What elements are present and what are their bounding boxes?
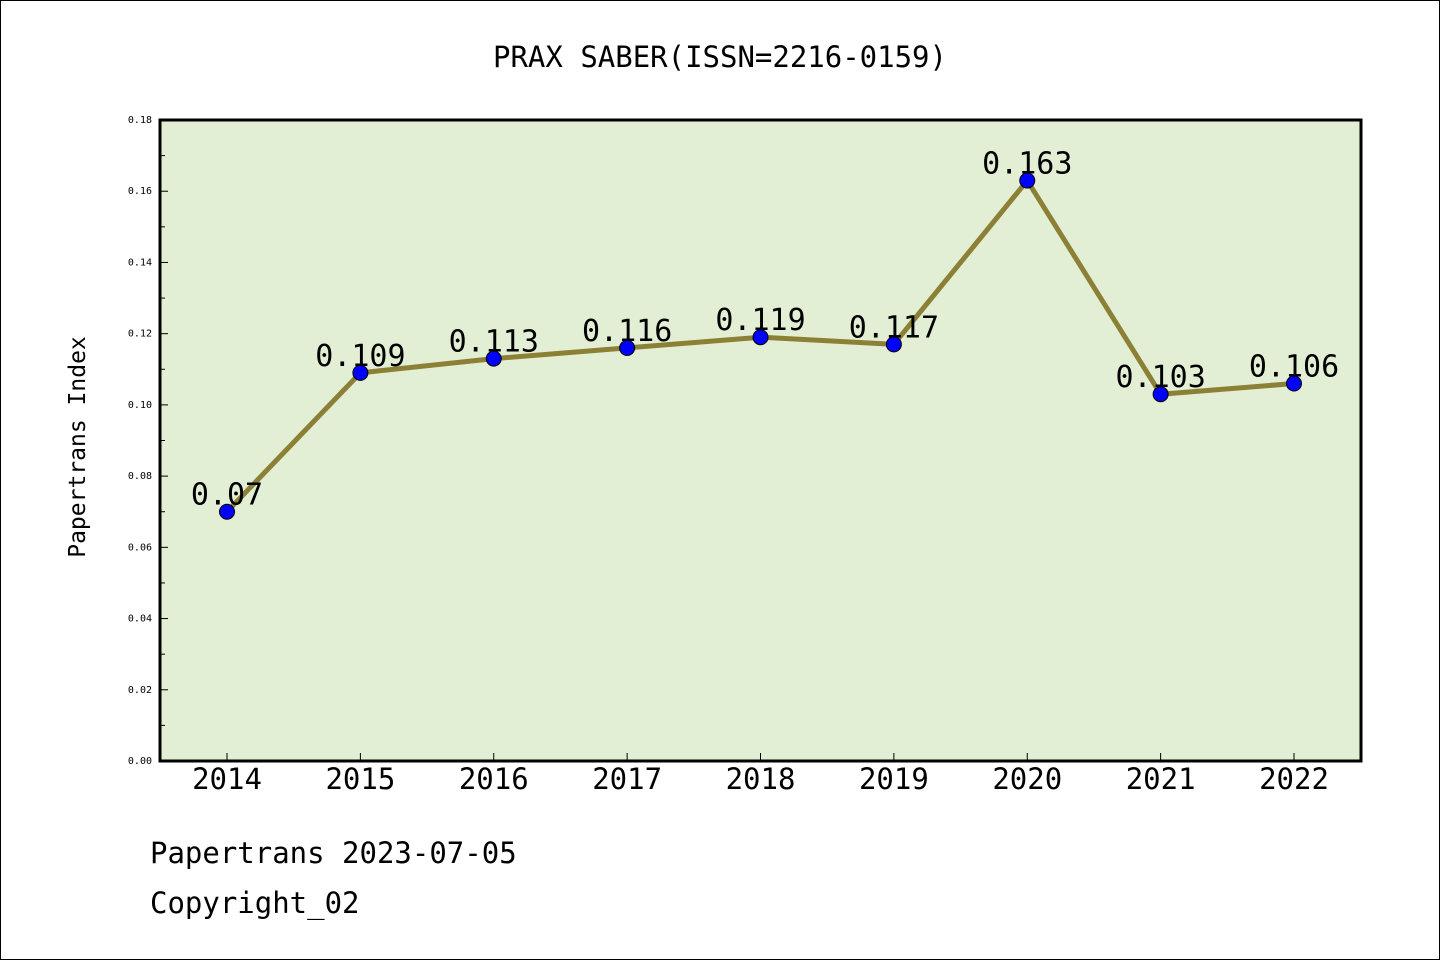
data-point [752, 329, 769, 346]
data-point [219, 503, 235, 520]
x-tick-label: 2015 [325, 762, 395, 796]
y-tick-label: 0.04 [128, 614, 152, 625]
x-tick-label: 2019 [859, 762, 929, 796]
data-label: 0.109 [315, 339, 405, 374]
data-label: 0.119 [715, 303, 805, 338]
y-tick-label: 0.08 [128, 471, 152, 482]
data-label: 0.07 [191, 478, 263, 513]
y-tick-label: 0.12 [128, 329, 152, 340]
data-label: 0.163 [982, 147, 1072, 182]
data-labels: 0.07 0.109 0.113 0.116 0.119 0.117 0.163 0.103 0… [191, 147, 1339, 513]
y-tick-label: 0.00 [128, 756, 152, 767]
y-tick-label: 0.14 [128, 257, 152, 268]
y-axis-label: Papertrans Index [65, 336, 91, 558]
y-tick-label: 0.16 [128, 186, 152, 197]
x-tick-label: 2020 [992, 762, 1062, 796]
data-label: 0.103 [1115, 360, 1205, 395]
data-label: 0.106 [1249, 350, 1339, 385]
footer-copyright: Copyright_02 [150, 886, 360, 920]
data-label: 0.116 [582, 314, 672, 349]
y-tick-label: 0.06 [128, 542, 152, 553]
x-axis: 2014 2015 2016 2017 2018 2019 2020 2021 2022 [192, 753, 1329, 796]
x-tick-label: 2022 [1259, 762, 1329, 796]
data-point [352, 364, 369, 381]
y-tick-label: 0.02 [128, 685, 152, 696]
x-tick-label: 2021 [1126, 762, 1196, 796]
x-tick-label: 2016 [459, 762, 529, 796]
data-markers [219, 172, 1302, 520]
footer-date-line: Papertrans 2023-07-05 [150, 836, 517, 870]
chart-title: PRAX SABER(ISSN=2216-0159) [493, 40, 947, 74]
data-point [1152, 386, 1169, 403]
data-point [619, 339, 636, 356]
data-point [885, 336, 902, 353]
plot-area [158, 118, 1363, 763]
y-axis: 0.00 0.02 0.04 0.06 0.08 0.10 0.12 0.14 0.16 0.18 [128, 115, 168, 767]
data-point [1286, 375, 1302, 392]
x-tick-label: 2018 [726, 762, 796, 796]
data-point [1019, 172, 1036, 189]
y-tick-label: 0.10 [128, 400, 152, 411]
y-tick-label: 0.18 [128, 115, 152, 126]
data-label: 0.113 [449, 325, 539, 360]
data-point [485, 350, 502, 367]
x-tick-label: 2017 [592, 762, 662, 796]
data-label: 0.117 [849, 310, 939, 345]
x-tick-label: 2014 [192, 762, 262, 796]
